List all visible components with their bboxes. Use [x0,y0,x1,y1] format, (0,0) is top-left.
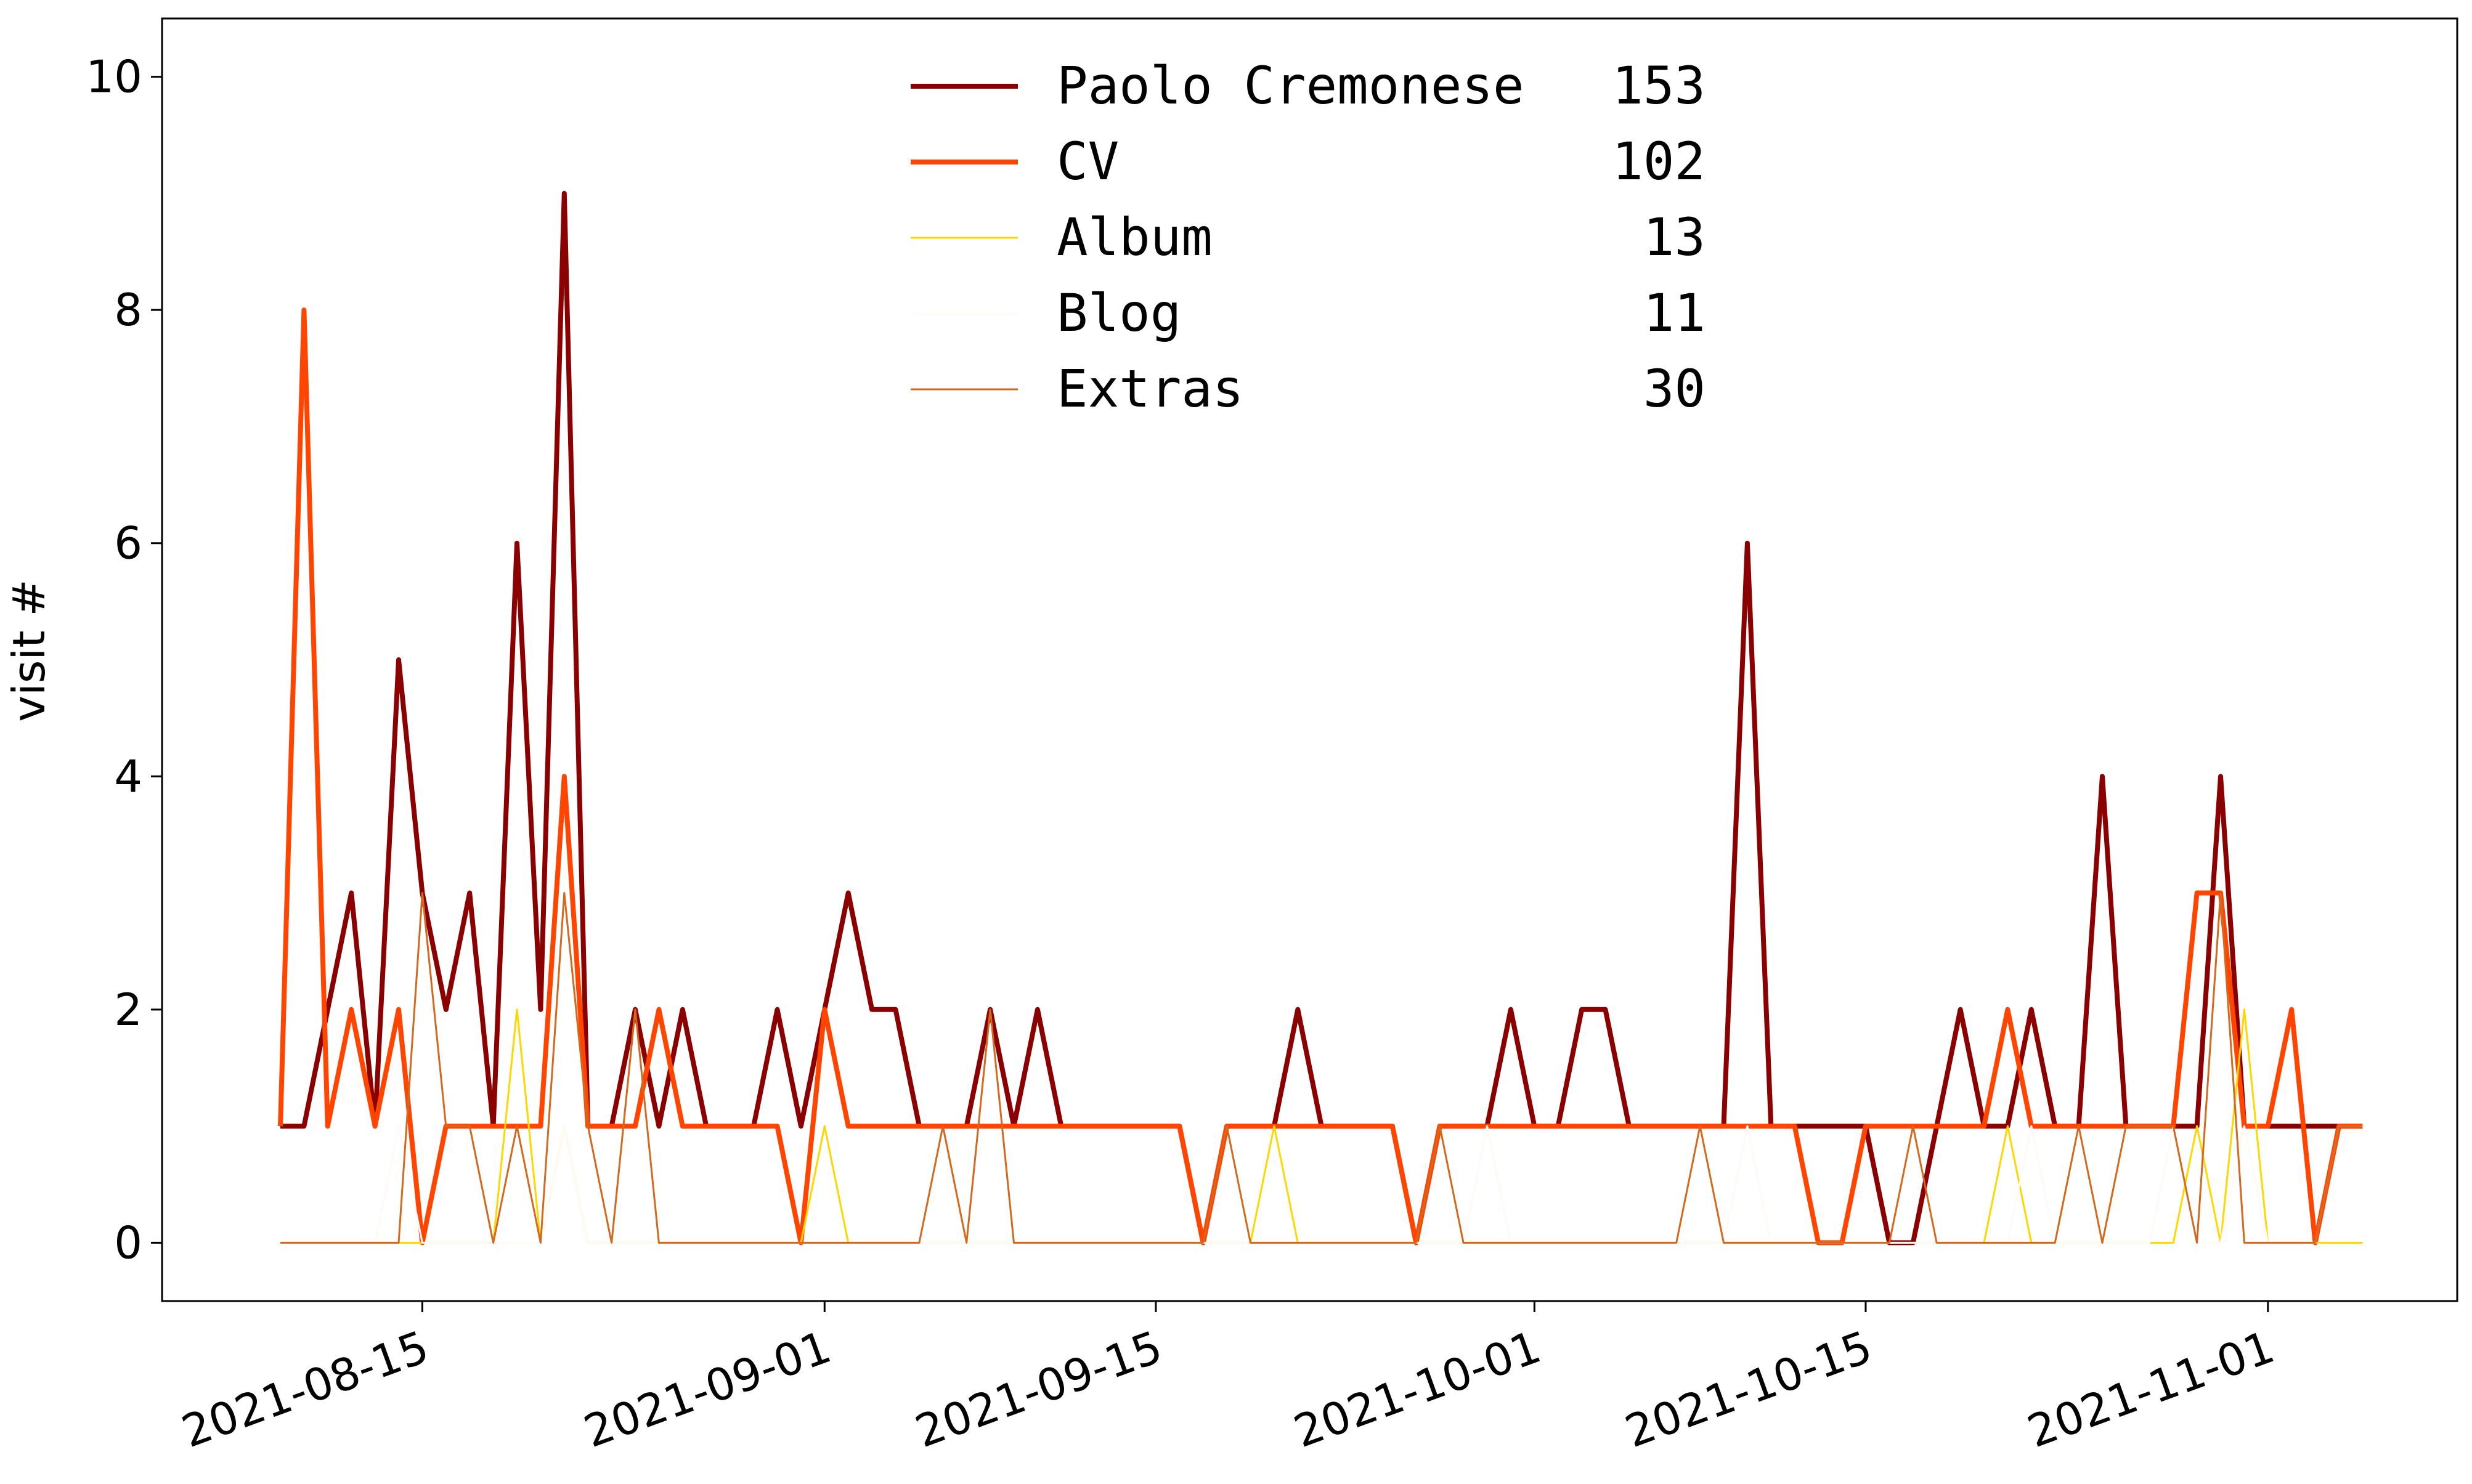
legend-label: Album [1057,207,1213,267]
legend-entry-album: Album 13 [911,207,1706,267]
legend-label: Blog [1057,283,1181,343]
series-line-extras [280,892,2363,1244]
series-line-cv [278,307,2363,1246]
legend-total: 30 [1643,359,1706,419]
legend-total: 102 [1612,131,1706,192]
y-tick-label: 2 [114,984,142,1036]
legend-total: 11 [1643,283,1706,343]
series-layer [278,190,2363,1246]
legend-entry-cv: CV 102 [911,131,1706,192]
legend-total: 153 [1612,55,1706,116]
legend-entry-extras: Extras 30 [911,359,1706,419]
y-tick-label: 0 [114,1217,142,1268]
y-tick-label: 8 [114,284,142,336]
plot-frame [161,17,2458,1302]
legend-entry-paolo-cremonese: Paolo Cremonese 153 [911,55,1706,116]
legend: Paolo Cremonese 153 CV 102 Album 13 Blog 11 Extr… [911,55,1706,419]
y-tick-label: 4 [114,750,142,802]
y-axis-label: visit # [3,579,55,722]
legend-label: Paolo Cremonese [1057,55,1524,116]
y-tick-label: 10 [86,51,142,103]
legend-total: 13 [1643,207,1706,267]
legend-label: Extras [1057,359,1243,419]
legend-entry-blog: Blog 11 [911,283,1706,343]
legend-label: CV [1057,131,1119,192]
y-tick-label: 6 [114,517,142,569]
